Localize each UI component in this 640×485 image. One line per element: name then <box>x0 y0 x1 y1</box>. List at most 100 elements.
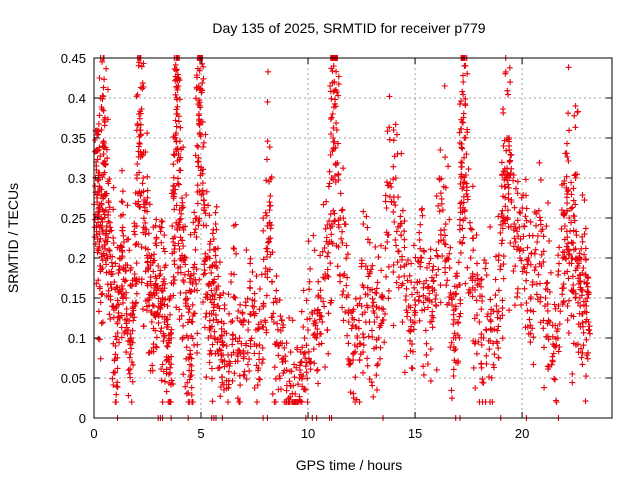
data-point <box>103 251 110 258</box>
data-point <box>243 247 250 254</box>
data-point <box>136 203 143 210</box>
data-point <box>158 325 165 332</box>
data-point <box>575 349 582 356</box>
data-point <box>325 183 332 190</box>
data-point <box>118 282 125 289</box>
data-point <box>196 129 203 136</box>
data-point <box>143 226 150 233</box>
data-point <box>346 358 353 364</box>
data-point <box>456 313 463 320</box>
data-point <box>410 326 417 333</box>
data-point <box>175 151 182 157</box>
data-point <box>259 324 266 331</box>
data-point <box>403 285 410 292</box>
data-point <box>421 306 428 313</box>
data-point <box>263 177 270 184</box>
data-point <box>350 357 357 363</box>
data-point <box>392 236 399 243</box>
data-point <box>119 199 126 206</box>
data-point <box>199 87 205 94</box>
data-point <box>327 152 334 158</box>
data-point <box>514 217 521 224</box>
data-point <box>145 230 152 237</box>
data-point <box>103 238 110 245</box>
data-point <box>549 333 556 340</box>
data-point <box>318 313 325 320</box>
data-point <box>186 306 193 313</box>
data-point <box>313 335 320 341</box>
data-point <box>583 373 590 380</box>
data-point <box>335 177 342 184</box>
data-point <box>527 294 534 300</box>
data-point <box>220 290 227 297</box>
data-point <box>316 341 322 348</box>
data-point <box>277 313 284 320</box>
data-point <box>259 360 266 367</box>
data-point <box>243 376 250 383</box>
data-point <box>527 261 534 268</box>
data-point <box>229 341 236 348</box>
data-point <box>177 290 184 296</box>
data-point <box>214 319 221 326</box>
data-point <box>456 222 463 229</box>
data-point <box>584 355 591 362</box>
data-point <box>256 376 263 383</box>
data-point <box>97 268 104 275</box>
data-point <box>489 399 496 405</box>
data-point <box>173 202 180 209</box>
data-point <box>179 199 186 206</box>
data-point <box>173 106 180 113</box>
data-point <box>273 273 280 280</box>
data-point <box>265 68 272 75</box>
data-point <box>451 330 458 337</box>
data-point <box>366 239 373 246</box>
data-point <box>307 265 314 272</box>
data-point <box>106 311 113 318</box>
data-point <box>123 295 130 301</box>
data-point <box>138 279 145 286</box>
data-point <box>199 187 206 194</box>
data-point <box>191 209 198 216</box>
data-point <box>135 241 142 248</box>
data-point <box>234 315 241 321</box>
data-point <box>329 68 336 75</box>
data-point <box>569 204 576 211</box>
data-point <box>97 235 104 242</box>
data-point <box>114 354 121 361</box>
data-point <box>487 318 494 325</box>
data-point <box>151 257 158 264</box>
data-point <box>533 291 540 298</box>
data-point <box>497 221 504 228</box>
data-point <box>119 286 126 292</box>
data-point <box>211 296 218 303</box>
data-point <box>101 241 108 248</box>
data-point <box>270 310 277 317</box>
data-point <box>114 379 121 386</box>
data-point <box>423 340 430 347</box>
data-point <box>206 241 213 248</box>
data-point <box>342 221 349 228</box>
data-point <box>350 350 357 357</box>
data-point <box>227 360 234 367</box>
data-point <box>137 127 143 133</box>
data-point <box>425 283 432 290</box>
data-point <box>201 207 208 214</box>
data-point <box>532 264 539 270</box>
data-point <box>144 130 151 137</box>
data-point <box>499 237 506 244</box>
data-point <box>256 341 263 348</box>
data-point <box>125 337 132 344</box>
data-point <box>545 318 552 325</box>
data-point <box>581 308 588 315</box>
data-point <box>323 198 330 205</box>
data-point <box>305 348 312 355</box>
data-point <box>94 199 101 205</box>
data-point <box>473 350 480 357</box>
data-point <box>565 110 572 117</box>
data-point <box>537 280 543 287</box>
data-point <box>421 248 428 255</box>
data-point <box>408 323 415 330</box>
data-point <box>180 243 187 249</box>
data-point <box>424 361 431 367</box>
